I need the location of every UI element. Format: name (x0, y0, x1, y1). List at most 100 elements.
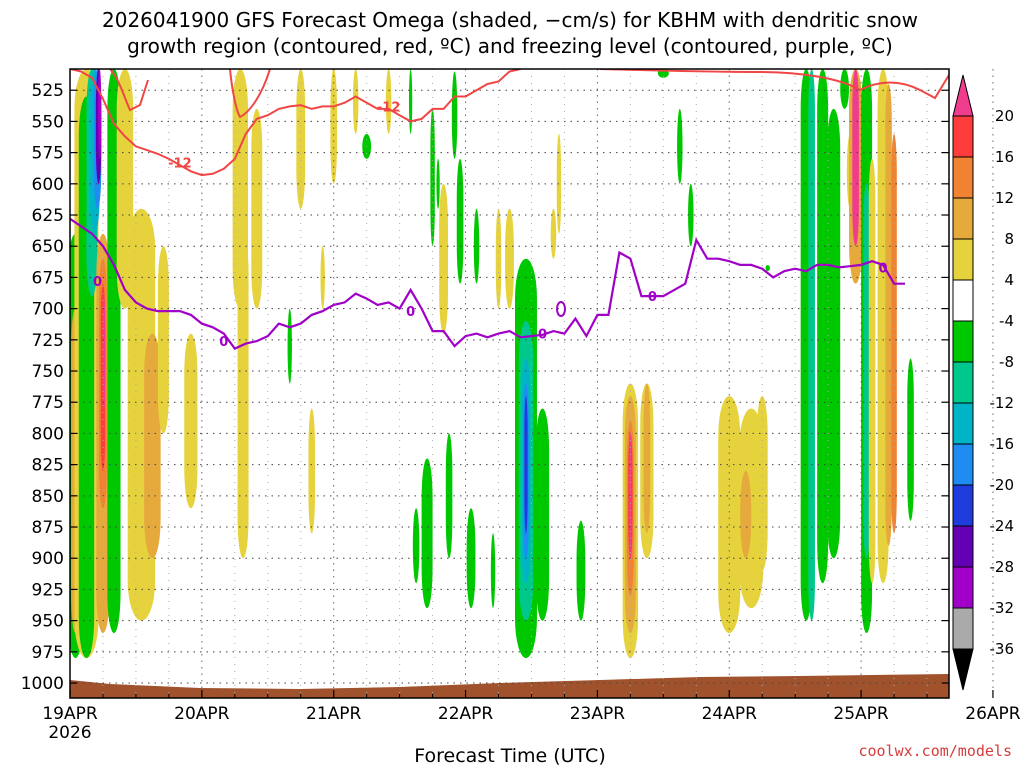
omega-blob (840, 69, 850, 109)
chart-title-line2: growth region (contoured, red, ºC) and f… (127, 34, 893, 58)
year-label: 2026 (48, 723, 91, 743)
x-axis-title: Forecast Time (UTC) (414, 745, 605, 767)
contour-label: 0 (219, 335, 228, 350)
omega-blob (184, 333, 198, 509)
x-tick-label: 24APR (702, 704, 758, 724)
omega-blob (688, 183, 694, 247)
y-tick-label: 750 (32, 362, 64, 382)
colorbar-segment (952, 238, 974, 281)
omega-blob (408, 69, 413, 134)
credit-text: coolwx.com/models (858, 742, 1012, 760)
omega-blob (421, 458, 433, 609)
x-tick-label: 21APR (306, 704, 362, 724)
y-tick-label: 975 (32, 643, 64, 663)
omega-blob (102, 296, 106, 409)
x-tick-label: 19APR (42, 704, 98, 724)
contour-label: -12 (377, 100, 401, 115)
omega-blob (490, 533, 496, 609)
omega-blob (885, 83, 892, 546)
omega-blob (827, 108, 841, 559)
omega-blob (740, 470, 752, 559)
omega-blob (765, 264, 770, 272)
omega-blob (157, 246, 169, 434)
contour-label: 0 (879, 261, 888, 276)
colorbar-label: 4 (1004, 271, 1014, 289)
contour-label: 0 (93, 275, 102, 290)
colorbar-segment (952, 607, 974, 650)
contour-label: 0 (538, 328, 547, 343)
omega-blob (451, 71, 458, 159)
omega-blob (439, 183, 448, 334)
colorbar-segment (952, 320, 974, 363)
y-tick-label: 725 (32, 331, 64, 351)
y-tick-label: 1000 (21, 674, 64, 694)
grid-lines (70, 69, 994, 698)
contour-lines: -12 -12 0 0 0 0 0 0 (70, 69, 949, 350)
y-tick-label: 850 (32, 487, 64, 507)
colorbar-label: 8 (1004, 230, 1014, 248)
y-tick-label: 825 (32, 456, 64, 476)
colorbar-label: 12 (995, 189, 1014, 207)
omega-blob (330, 69, 337, 184)
colorbar-label: -36 (990, 640, 1015, 658)
colorbar-top-arrow (952, 74, 974, 117)
omega-blob (352, 69, 359, 134)
y-tick-label: 575 (32, 144, 64, 164)
x-axis: 19APR 20APR 21APR 22APR 23APR 24APR 25APR 26APR (42, 690, 1021, 724)
omega-blob (251, 108, 263, 309)
omega-shading (70, 69, 914, 659)
colorbar-segment (952, 525, 974, 568)
omega-blob (98, 69, 102, 159)
omega-blob (808, 69, 815, 621)
omega-blob (237, 233, 249, 559)
omega-blob (456, 158, 464, 284)
omega-blob (907, 358, 914, 521)
colorbar-label: 20 (995, 107, 1014, 125)
omega-blob (891, 133, 897, 534)
y-axis: 525 550 575 600 625 650 675 700 725 750 775 800 825 8… (21, 81, 949, 694)
freezing-level-line (70, 217, 905, 350)
omega-blob (466, 508, 476, 609)
x-tick-label: 20APR (174, 704, 230, 724)
colorbar-segment (952, 197, 974, 240)
omega-blob (385, 69, 392, 134)
colorbar-bottom-arrow (952, 648, 974, 691)
colorbar-label: -20 (990, 476, 1015, 494)
omega-blob (868, 158, 876, 584)
chart-title-line1: 2026041900 GFS Forecast Omega (shaded, −… (102, 8, 918, 32)
x-tick-label: 25APR (833, 704, 889, 724)
omega-blob (535, 408, 550, 621)
colorbar-label: -12 (990, 394, 1015, 412)
omega-blob (718, 395, 741, 634)
omega-blob (643, 383, 651, 534)
y-tick-label: 950 (32, 612, 64, 632)
colorbar-segment (952, 566, 974, 609)
x-tick-label: 26APR (965, 704, 1021, 724)
y-tick-label: 550 (32, 112, 64, 132)
colorbar-label: -32 (990, 599, 1015, 617)
omega-blob (677, 108, 683, 184)
x-tick-label: 22APR (438, 704, 494, 724)
omega-blob (817, 69, 829, 584)
y-tick-label: 800 (32, 424, 64, 444)
omega-blob (320, 246, 325, 309)
y-tick-label: 875 (32, 518, 64, 538)
y-tick-label: 675 (32, 268, 64, 288)
omega-blob (144, 333, 161, 559)
colorbar-segment (952, 443, 974, 486)
colorbar-segment (952, 115, 974, 158)
colorbar-label: -28 (990, 558, 1015, 576)
omega-blob (296, 69, 306, 209)
y-tick-label: 525 (32, 81, 64, 101)
dgz-contour-line (70, 69, 521, 177)
y-tick-label: 650 (32, 237, 64, 257)
colorbar-label: -24 (990, 517, 1015, 535)
y-tick-label: 925 (32, 580, 64, 600)
omega-blob (863, 183, 870, 559)
omega-blob (576, 520, 586, 621)
omega-blob (852, 69, 859, 247)
omega-blob (287, 308, 292, 384)
colorbar-segment (952, 484, 974, 527)
colorbar-segment (952, 361, 974, 404)
